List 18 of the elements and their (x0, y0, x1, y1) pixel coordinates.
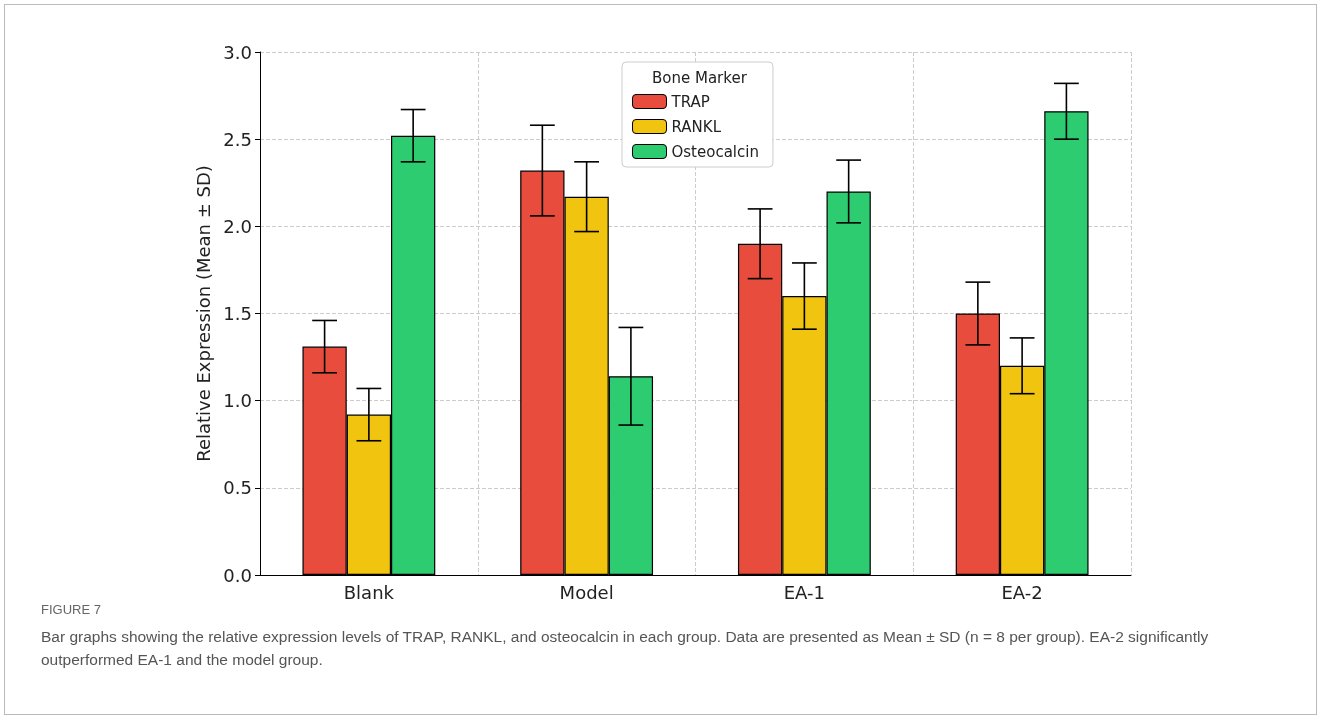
y-tick-label: 2.5 (223, 128, 252, 150)
y-tick-label: 0.5 (223, 477, 252, 499)
y-tick-label: 1.0 (223, 390, 252, 412)
x-tick-label: Model (559, 581, 614, 603)
y-tick-label: 1.5 (223, 303, 252, 324)
y-axis-title: Relative Expression (Mean ± SD) (192, 165, 214, 462)
y-tick-label: 2.0 (223, 215, 252, 237)
x-tick-label: Blank (343, 581, 395, 603)
legend-title: Bone Marker (652, 68, 748, 87)
x-tick-label: EA-1 (783, 581, 825, 603)
y-tick-label: 0.0 (223, 564, 252, 586)
y-tick-label: 3.0 (223, 41, 252, 63)
legend-label: Osteocalcin (671, 142, 759, 161)
text: Bar graphs showing the relative expression levels of TRAP, RANKL, and osteocalcin in each group. Data are presented as Mean ± SD (n = 8 per group). EA-2 significantly outperformed EA-1 and the model group. (41, 627, 1210, 670)
legend-label: TRAP (670, 92, 710, 111)
x-tick-label: EA-2 (1001, 581, 1043, 603)
legend-label: RANKL (671, 117, 722, 136)
caption: FIGURE 7 (41, 602, 102, 617)
